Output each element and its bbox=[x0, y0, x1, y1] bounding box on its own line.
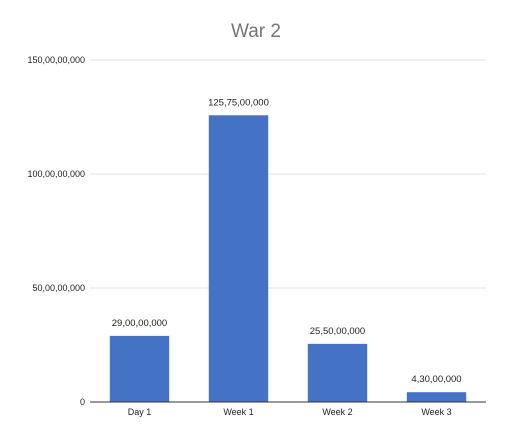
x-tick-label: Week 1 bbox=[223, 407, 253, 417]
bar bbox=[109, 335, 170, 402]
y-tick-label: 0 bbox=[80, 397, 85, 407]
data-label: 29,00,00,000 bbox=[112, 318, 167, 329]
x-tick-label: Week 3 bbox=[421, 407, 451, 417]
bar bbox=[406, 392, 467, 402]
bars bbox=[109, 115, 467, 402]
y-tick-label: 150,00,00,000 bbox=[27, 55, 85, 65]
data-label: 25,50,00,000 bbox=[310, 326, 365, 337]
data-label: 4,30,00,000 bbox=[411, 374, 461, 385]
y-tick-label: 50,00,00,000 bbox=[32, 283, 85, 293]
data-label: 125,75,00,000 bbox=[208, 97, 269, 108]
x-axis-ticks: Day 1 Week 1 Week 2 Week 3 bbox=[128, 407, 452, 417]
x-tick-label: Week 2 bbox=[322, 407, 352, 417]
bar bbox=[208, 115, 269, 402]
data-labels: 29,00,00,000 125,75,00,000 25,50,00,000 4,3… bbox=[112, 97, 462, 385]
gridlines bbox=[90, 59, 486, 289]
y-tick-label: 100,00,00,000 bbox=[27, 169, 85, 179]
x-tick-label: Day 1 bbox=[128, 407, 152, 417]
chart-title: War 2 bbox=[231, 21, 281, 42]
y-axis-ticks: 0 50,00,00,000 100,00,00,000 150,00,00,000 bbox=[27, 55, 85, 407]
bar bbox=[307, 343, 368, 402]
